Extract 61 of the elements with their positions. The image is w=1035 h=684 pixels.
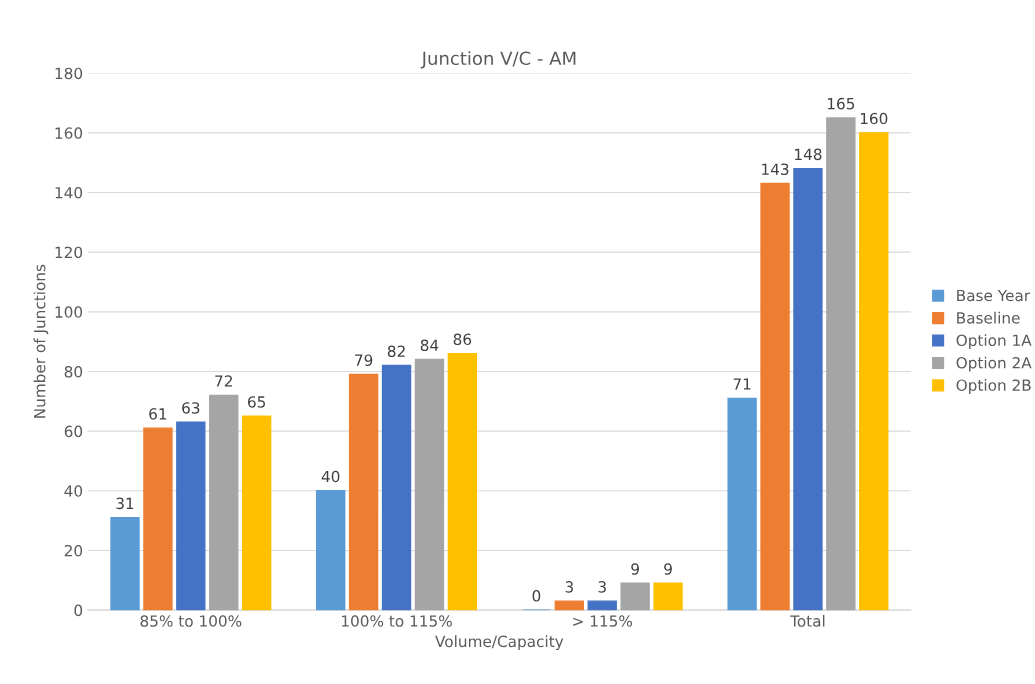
bar [793, 167, 823, 611]
legend-label: Option 2B [956, 379, 1031, 394]
data-label: 9 [664, 563, 672, 575]
data-label: 86 [453, 333, 472, 346]
x-tick-label: 100% to 115% [342, 615, 452, 627]
y-tick-label: 60 [64, 425, 83, 438]
bar [348, 373, 379, 611]
y-tick-label: 140 [55, 186, 83, 199]
bar [176, 421, 206, 611]
y-tick-label: 80 [64, 365, 83, 378]
data-label: 165 [827, 97, 855, 110]
data-label: 0 [532, 590, 541, 602]
bar [859, 132, 889, 611]
data-label: 65 [248, 396, 266, 408]
data-label: 63 [182, 402, 200, 414]
data-label: 79 [355, 354, 373, 366]
chart-title: Junction V/C - AM [420, 51, 576, 69]
y-tick-label: 120 [55, 246, 83, 259]
data-label: 148 [795, 148, 822, 161]
bar [316, 490, 346, 611]
bar [381, 364, 412, 611]
bar [587, 600, 617, 611]
data-label: 71 [733, 378, 751, 390]
data-label: 3 [565, 581, 573, 593]
data-label: 72 [215, 375, 232, 387]
x-tick-label: > 115% [573, 615, 633, 627]
data-label: 9 [631, 563, 639, 575]
data-label: 160 [860, 112, 888, 125]
bar [620, 582, 650, 611]
bar [241, 415, 272, 611]
y-tick-label: 160 [55, 127, 83, 139]
data-label: 3 [598, 581, 606, 593]
data-label: 82 [387, 345, 405, 358]
data-label: 84 [420, 339, 439, 352]
y-tick-label: 0 [74, 604, 83, 617]
y-tick-label: 40 [64, 485, 83, 497]
y-axis-title: Number of Junctions [33, 264, 49, 418]
legend-label: Baseline [957, 311, 1020, 324]
data-label: 61 [149, 408, 167, 420]
y-tick-label: 100 [55, 306, 83, 318]
bar [554, 600, 585, 611]
data-label: 40 [321, 470, 340, 483]
bar [110, 516, 140, 611]
x-tick-label: 85% to 100% [140, 615, 242, 627]
data-label: 31 [116, 497, 134, 510]
y-tick-label: 180 [55, 67, 83, 80]
bar [653, 582, 683, 611]
legend-label: Option 1A [956, 334, 1032, 350]
data-label: 143 [762, 163, 789, 176]
bar [727, 397, 757, 611]
bar [447, 352, 478, 611]
legend-label: Base Year [957, 289, 1031, 302]
bar [826, 117, 856, 611]
bar [760, 182, 790, 611]
y-tick-label: 20 [64, 544, 83, 557]
bar [209, 394, 239, 611]
bar [143, 427, 173, 611]
bar [414, 358, 445, 611]
x-axis-title: Volume/Capacity [435, 635, 564, 651]
x-tick-label: Total [790, 614, 825, 627]
legend-label: Option 2A [956, 356, 1032, 372]
